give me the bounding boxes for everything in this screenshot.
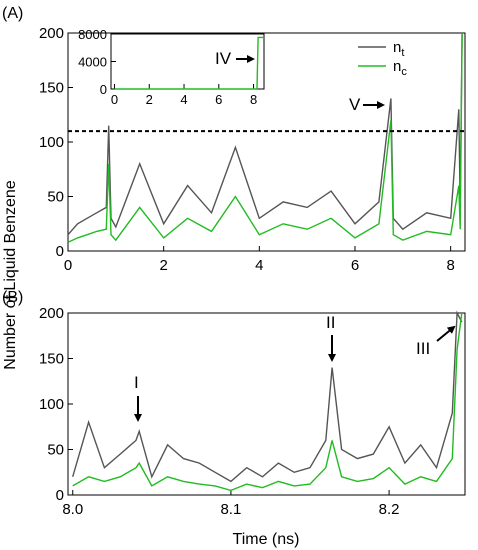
y-tick-label: 200 <box>39 25 64 42</box>
x-tick-label: 8.2 <box>379 501 400 518</box>
x-axis-title: Time (ns) <box>233 531 300 548</box>
panel-b-plot: 8.0 8.1 8.2 0 50 100 150 200 Time (ns) I II II… <box>39 305 466 548</box>
legend-label-nc: nc <box>393 58 407 78</box>
x-tick-label: 8 <box>446 257 454 274</box>
x-tick-label: 0 <box>111 92 118 107</box>
y-axis-title: Number of Liquid Benzene <box>2 180 19 370</box>
x-tick-label: 6 <box>351 257 359 274</box>
y-tick-label: 0 <box>56 487 64 504</box>
annotation-iii: III <box>416 339 430 358</box>
inset-plot: 0 2 4 6 8 0 4000 8000 IV <box>78 27 265 107</box>
y-tick-label: 150 <box>39 351 64 368</box>
annotation-v: V <box>349 95 361 114</box>
annotation-ii: II <box>326 313 335 332</box>
x-tick-label: 2 <box>159 257 167 274</box>
series-line-0 <box>72 310 463 483</box>
y-tick-label: 150 <box>39 80 64 97</box>
x-tick-label: 2 <box>146 92 153 107</box>
panel-a-label: (A) <box>2 5 23 22</box>
x-tick-label: 4 <box>255 257 263 274</box>
y-tick-label: 200 <box>39 305 64 322</box>
legend-label-nt: nt <box>393 39 404 59</box>
y-tick-label: 100 <box>39 134 64 151</box>
x-tick-label: 8.0 <box>62 501 83 518</box>
series-line-1 <box>72 312 463 492</box>
x-tick-label: 8 <box>250 92 257 107</box>
annotation-i: I <box>134 373 139 392</box>
y-tick-label: 0 <box>100 82 107 97</box>
series-line-0 <box>67 32 463 236</box>
y-tick-label: 50 <box>47 442 64 459</box>
series-line-0 <box>114 36 264 90</box>
x-tick-label: 6 <box>215 92 222 107</box>
panel-b-frame <box>67 312 466 496</box>
y-tick-label: 8000 <box>78 27 107 42</box>
y-tick-label: 4000 <box>78 55 107 70</box>
x-tick-label: 8.1 <box>220 501 241 518</box>
y-tick-label: 0 <box>56 243 64 260</box>
x-tick-label: 4 <box>180 92 187 107</box>
x-tick-label: 0 <box>64 257 72 274</box>
y-tick-label: 50 <box>47 189 64 206</box>
panel-b-label: (B) <box>2 289 23 306</box>
y-tick-label: 100 <box>39 396 64 413</box>
series-line-1 <box>67 32 463 243</box>
annotation-iii-arrow <box>436 325 456 342</box>
inset-frame <box>110 33 265 90</box>
annotation-iv: IV <box>215 49 232 68</box>
legend: nt nc <box>358 39 407 78</box>
